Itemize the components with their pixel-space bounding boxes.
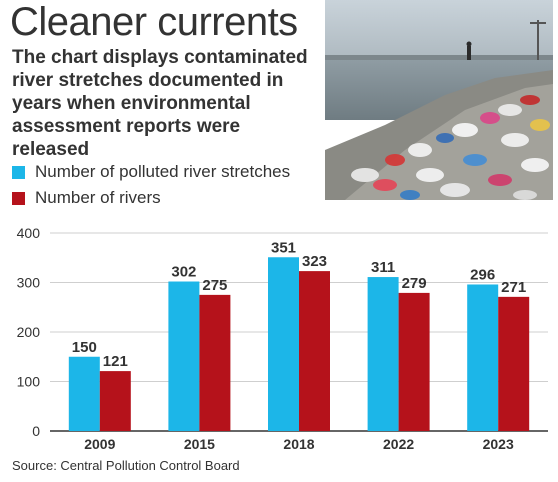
bar-rivers <box>498 296 530 431</box>
chart-title: Cleaner currents <box>10 0 298 44</box>
chart-subtitle: The chart displays contaminated river st… <box>12 47 308 160</box>
bar-polluted-stretches <box>367 277 399 431</box>
bar-chart: 0 100 200 300 400 150 121 302 275 351 323 311 279 29… <box>17 225 548 452</box>
legend-item-rivers: Number of rivers <box>12 186 290 210</box>
x-axis-ticks: 2009 2015 2018 2022 2023 <box>84 436 514 452</box>
bar-value-label: 302 <box>171 264 196 281</box>
bar-rivers <box>299 271 330 431</box>
legend-swatch-red <box>12 191 25 205</box>
source-note: Source: Central Pollution Control Board <box>12 458 240 473</box>
y-tick-label: 0 <box>32 423 40 439</box>
river-pollution-photo <box>325 0 553 200</box>
legend-label-polluted-stretches: Number of polluted river stretches <box>35 162 291 181</box>
bar-value-label: 351 <box>271 239 296 256</box>
bar-value-label: 311 <box>371 259 395 276</box>
bar-value-label: 296 <box>470 266 495 283</box>
y-tick-label: 200 <box>17 324 41 340</box>
legend: Number of polluted river stretches Numbe… <box>12 160 290 212</box>
y-axis-ticks: 0 100 200 300 400 <box>17 225 41 439</box>
x-tick-label: 2023 <box>483 436 514 452</box>
bar-value-label: 150 <box>72 339 97 356</box>
legend-item-polluted-stretches: Number of polluted river stretches <box>12 160 290 184</box>
legend-label-rivers: Number of rivers <box>35 188 161 207</box>
bar-value-label: 271 <box>501 279 526 296</box>
x-tick-label: 2018 <box>283 436 314 452</box>
bar-value-label: 279 <box>402 275 427 292</box>
bar-polluted-stretches <box>68 356 100 431</box>
bar-value-label: 323 <box>302 253 327 270</box>
bar-value-label: 121 <box>103 353 128 370</box>
bar-value-label: 275 <box>202 277 227 294</box>
bar-polluted-stretches <box>467 284 499 431</box>
bar-polluted-stretches <box>168 281 200 431</box>
bar-rivers <box>99 371 131 431</box>
bar-polluted-stretches <box>268 257 299 431</box>
bars: 150 121 302 275 351 323 311 279 296 271 <box>68 239 530 431</box>
x-tick-label: 2022 <box>383 436 414 452</box>
y-tick-label: 100 <box>17 374 41 390</box>
legend-swatch-blue <box>12 165 25 179</box>
bar-rivers <box>398 292 430 431</box>
x-tick-label: 2009 <box>84 436 115 452</box>
x-tick-label: 2015 <box>184 436 215 452</box>
y-tick-label: 400 <box>17 225 41 241</box>
bar-rivers <box>199 294 231 431</box>
y-tick-label: 300 <box>17 275 41 291</box>
